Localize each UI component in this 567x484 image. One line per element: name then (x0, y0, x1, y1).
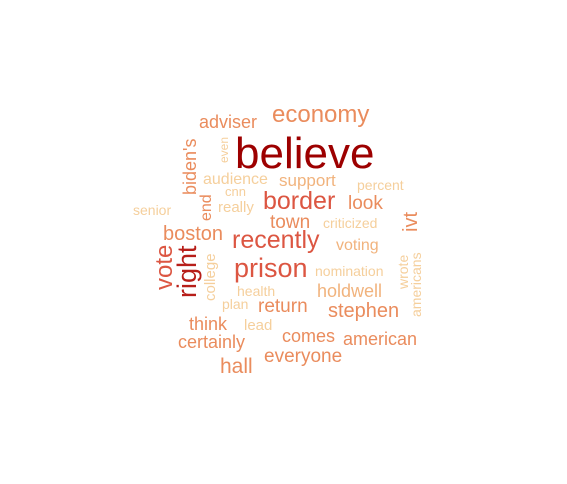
word-cloud-word: senior (133, 202, 172, 218)
word-cloud-word: town (270, 212, 311, 233)
word-cloud-word: think (189, 314, 228, 334)
word-cloud-word: plan (222, 296, 249, 312)
word-cloud-word: americans (408, 252, 424, 317)
word-cloud-word: cnn (225, 184, 246, 199)
word-cloud-word: ivt (400, 212, 422, 232)
word-cloud-word: holdwell (317, 281, 383, 301)
word-cloud-word: hall (220, 355, 253, 378)
word-cloud-word: everyone (264, 346, 343, 367)
word-cloud-word: believe (235, 129, 375, 178)
word-cloud-word: stephen (328, 300, 400, 322)
word-cloud-word: border (263, 187, 336, 215)
word-cloud-word: percent (357, 177, 404, 193)
word-cloud-word: end (198, 194, 215, 221)
word-cloud-word: even (217, 136, 231, 163)
word-cloud-word: recently (232, 226, 320, 254)
word-cloud-word: boston (163, 223, 224, 245)
word-cloud-word: certainly (178, 332, 246, 352)
word-cloud-word: right (172, 245, 202, 298)
word-cloud-word: return (258, 296, 308, 317)
word-cloud-word: biden's (180, 138, 200, 195)
word-cloud-word: support (279, 171, 336, 190)
word-cloud-word: american (343, 329, 418, 349)
word-cloud-word: really (218, 199, 254, 216)
word-cloud-word: look (348, 193, 383, 214)
word-cloud-word: nomination (315, 263, 384, 279)
word-cloud-word: voting (336, 237, 379, 254)
word-cloud-word: lead (244, 317, 273, 334)
word-cloud-word: economy (272, 101, 370, 128)
word-cloud-word: health (237, 283, 276, 299)
word-cloud-word: audience (203, 171, 268, 188)
word-cloud-word: adviser (199, 112, 258, 132)
word-cloud-word: criticized (323, 215, 378, 231)
word-cloud-word: comes (282, 326, 336, 346)
word-cloud-word: college (202, 253, 219, 301)
word-cloud-word: prison (234, 253, 308, 283)
